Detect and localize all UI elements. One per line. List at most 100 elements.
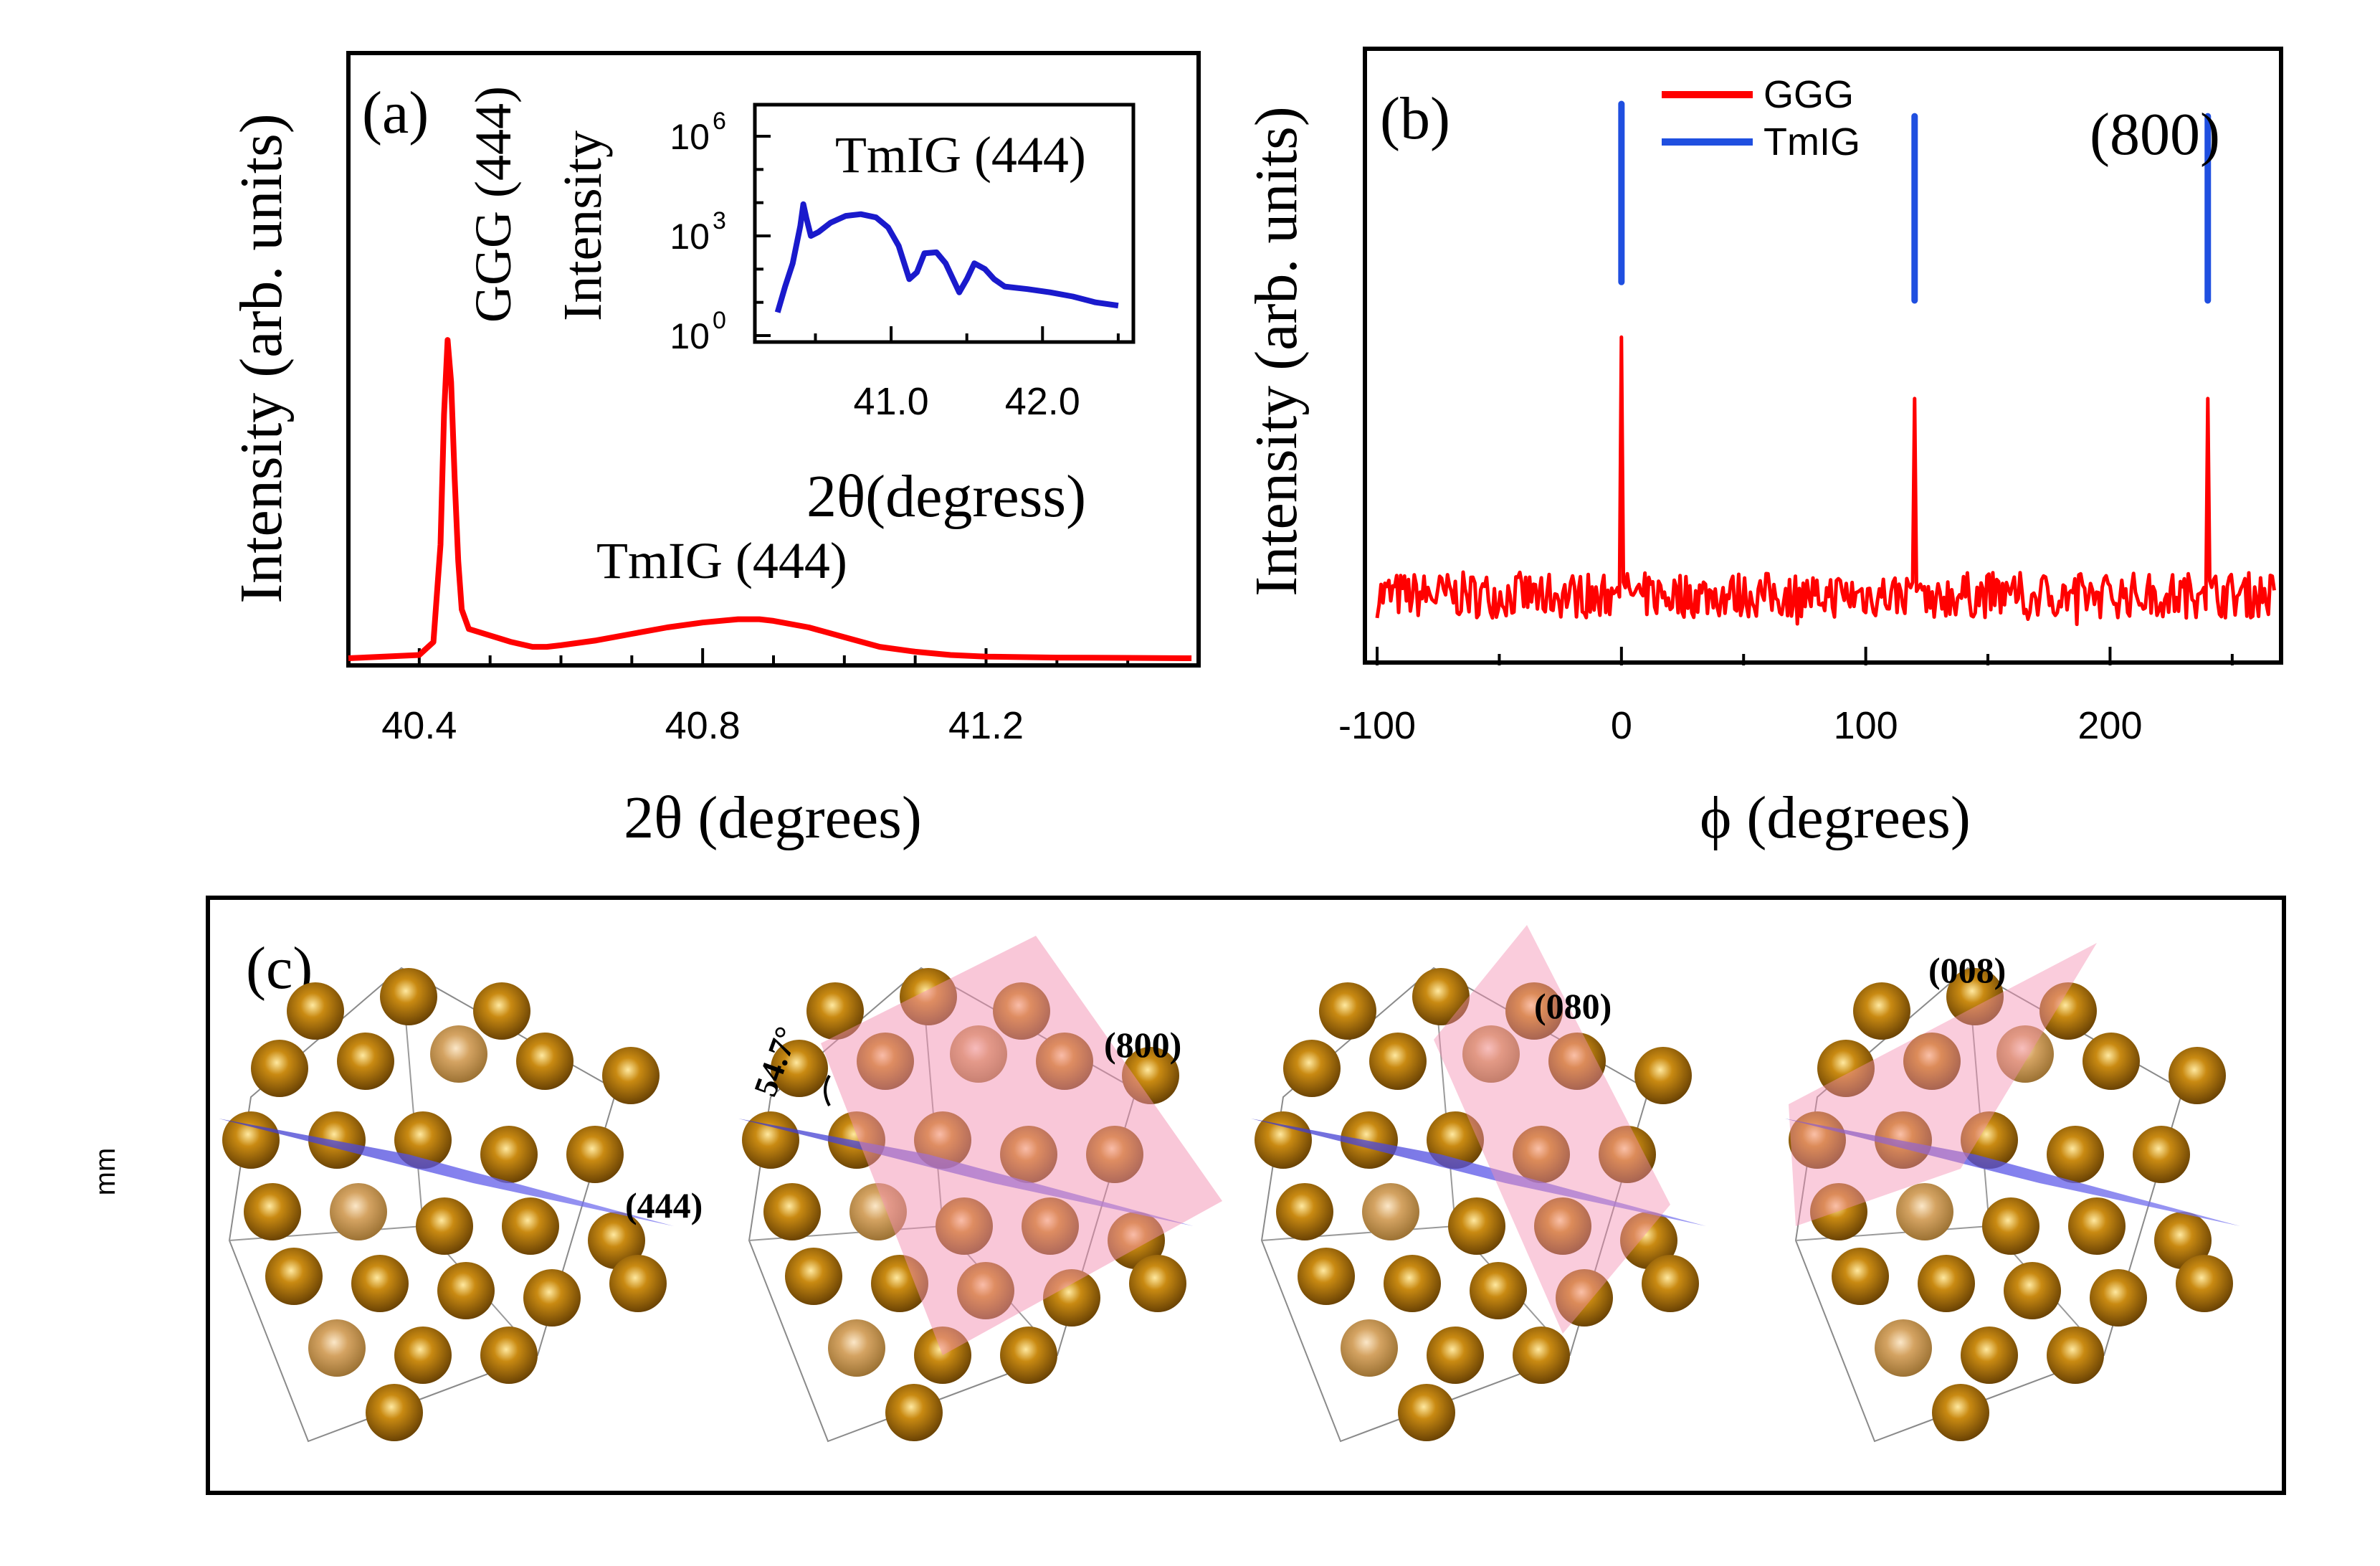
atom-sphere — [1513, 1126, 1570, 1183]
atom-sphere — [1505, 982, 1563, 1040]
atom-sphere — [2047, 1327, 2104, 1384]
atom-sphere — [1875, 1111, 1932, 1169]
plane-label: (444) — [625, 1185, 703, 1225]
atom-sphere — [2004, 1262, 2061, 1319]
crystal-2: 54.7° (800) — [738, 936, 1222, 1443]
atom-sphere — [430, 1025, 487, 1083]
atom-sphere — [1298, 1248, 1355, 1305]
atom-sphere — [1634, 1047, 1692, 1104]
atom-sphere — [337, 1033, 394, 1090]
atom-sphere — [416, 1197, 473, 1255]
atom-sphere — [1341, 1319, 1398, 1377]
legend-label-tmig: TmIG — [1763, 120, 1860, 163]
atom-sphere — [771, 1040, 828, 1097]
side-label-mm: mm — [90, 1148, 121, 1196]
atom-sphere — [828, 1319, 885, 1377]
atom-sphere — [1548, 1033, 1606, 1090]
atom-sphere — [1817, 1040, 1875, 1097]
atom-sphere — [244, 1183, 301, 1240]
atom-sphere — [1427, 1327, 1484, 1384]
atom-sphere — [308, 1111, 366, 1169]
atom-sphere — [473, 982, 530, 1040]
atom-sphere — [2039, 982, 2097, 1040]
atom-sphere — [1853, 982, 1910, 1040]
atom-sphere — [1341, 1111, 1398, 1169]
panel-b-x-tick-label: 0 — [1611, 704, 1632, 747]
atom-sphere — [2169, 1047, 2226, 1104]
inset-x-ticks: 41.0 42.0 — [814, 326, 1120, 423]
atom-sphere — [1556, 1269, 1613, 1327]
atom-sphere — [1448, 1197, 1505, 1255]
atom-sphere — [1789, 1111, 1846, 1169]
panel-b: -100 0 100 200 (b) (800) Intensity (arb. un… — [1243, 47, 2283, 851]
inset-frame — [753, 103, 1136, 344]
inset-y-tick-exponent: 3 — [713, 207, 726, 234]
annotation-800: (800) — [2090, 101, 2220, 168]
panel-a-xlabel: 2θ (degrees) — [624, 784, 922, 851]
atom-sphere — [366, 1384, 423, 1441]
atom-sphere — [330, 1183, 387, 1240]
atom-sphere — [251, 1040, 308, 1097]
series-ggg-line — [1375, 335, 2276, 627]
panel-a: 40.4 40.8 41.2 (a) Intensity (arb. units) … — [228, 51, 1201, 851]
atom-sphere — [763, 1183, 821, 1240]
panel-a-x-tick-label: 40.4 — [381, 704, 457, 747]
annotation-tmig-444: TmIG (444) — [596, 532, 847, 589]
atom-sphere — [480, 1126, 538, 1183]
atom-sphere — [1810, 1183, 1867, 1240]
annotation-ggg-444: GGG (444) — [465, 86, 522, 323]
atom-sphere — [785, 1248, 842, 1305]
atom-sphere — [885, 1384, 943, 1441]
panel-b-x-tick-labels: -100 0 100 200 — [1338, 704, 2143, 747]
panel-a-curve — [348, 337, 1192, 661]
angle-arc — [824, 1074, 831, 1106]
atom-sphere — [1996, 1025, 2054, 1083]
atom-sphere — [1946, 968, 2004, 1025]
atom-sphere — [1255, 1111, 1312, 1169]
inset-x-tick-label: 42.0 — [1005, 380, 1080, 423]
atom-sphere — [1875, 1319, 1932, 1377]
crystal-4: (008) — [1785, 943, 2240, 1443]
plane-080 — [1434, 925, 1670, 1334]
inset-y-tick-label: 10 — [670, 117, 710, 157]
crystal-1: (444) — [219, 967, 703, 1443]
atom-sphere — [602, 1047, 660, 1104]
panel-b-x-ticks — [1376, 647, 2234, 665]
atom-sphere — [1513, 1327, 1570, 1384]
plane-008 — [1789, 943, 2097, 1226]
atom-sphere — [287, 982, 344, 1040]
plane-444 — [1251, 1119, 1706, 1226]
atom-sphere — [2090, 1269, 2147, 1327]
atom-sphere — [1832, 1248, 1889, 1305]
panel-a-x-tick-label: 40.8 — [665, 704, 741, 747]
atom-sphere — [609, 1255, 667, 1312]
atom-sphere — [2133, 1126, 2190, 1183]
panel-b-x-tick-label: -100 — [1338, 704, 1416, 747]
panel-c-frame — [206, 896, 2286, 1495]
atom-sphere — [222, 1111, 280, 1169]
atom-sphere — [1398, 1384, 1455, 1441]
atom-sphere — [742, 1111, 799, 1169]
atom-sphere — [1620, 1212, 1677, 1269]
atom-sphere — [1534, 1197, 1591, 1255]
crystal-structures: (444) 54.7° (800) (080) (008) — [219, 925, 2240, 1443]
atom-sphere — [1961, 1327, 2018, 1384]
panel-b-ylabel: Intensity (arb. units) — [1243, 106, 1310, 597]
panel-b-label: (b) — [1380, 85, 1450, 152]
inset-title: TmIG (444) — [835, 126, 1086, 184]
panel-a-x-tick-label: 41.2 — [948, 704, 1024, 747]
atom-sphere — [1982, 1197, 2039, 1255]
atom-sphere — [523, 1269, 581, 1327]
atom-sphere — [437, 1262, 495, 1319]
atom-sphere — [1384, 1255, 1441, 1312]
atom-sphere — [2082, 1033, 2140, 1090]
atom-sphere — [1462, 1025, 1520, 1083]
atom-sphere — [1918, 1255, 1975, 1312]
panel-a-ylabel: Intensity (arb. units) — [228, 113, 295, 604]
inset-y-tick-label: 10 — [670, 217, 710, 257]
atom-sphere — [502, 1197, 559, 1255]
inset-ylabel: Intensity — [553, 130, 613, 321]
atom-sphere — [1283, 1040, 1341, 1097]
atom-sphere — [806, 982, 864, 1040]
